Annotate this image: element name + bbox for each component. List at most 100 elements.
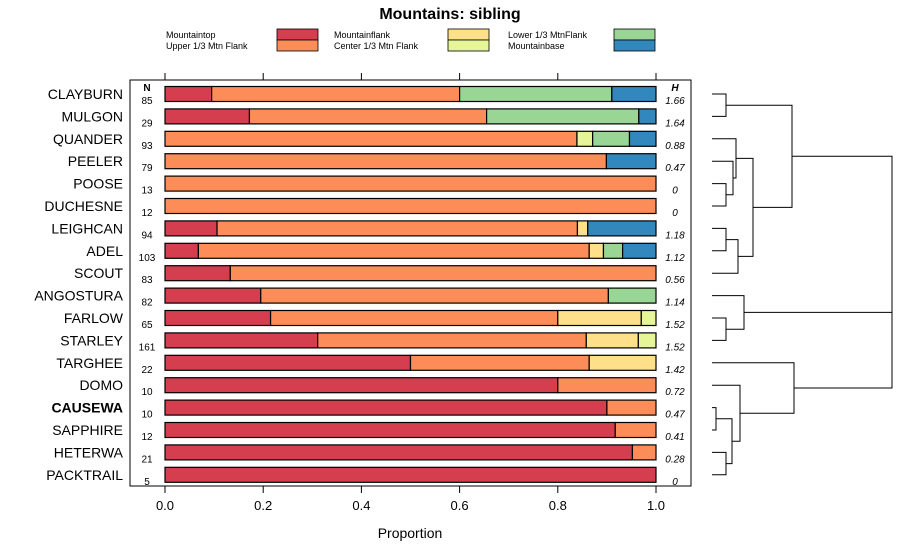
bar-segment [164,354,412,371]
bar-segment [216,220,579,237]
n-value: 82 [141,298,153,309]
bar-segment [557,309,642,327]
row-label: SCOUT [74,265,123,281]
row-label: DUCHESNE [44,198,123,214]
legend-swatch [276,28,319,41]
n-value: 12 [141,208,153,219]
h-column-header: H [671,83,679,94]
h-value: 0.56 [665,275,685,286]
n-value: 10 [141,387,153,398]
bar-segment [576,130,594,147]
row-label: PACKTRAIL [46,467,123,483]
bar-segment [557,377,657,394]
bar-segment [164,242,199,259]
bar-segment [164,287,262,304]
h-value: 1.66 [665,96,685,107]
x-tick-label: 1.0 [647,498,665,513]
n-value: 79 [141,163,153,174]
h-value: 0.47 [665,410,685,421]
n-value: 22 [141,365,153,376]
bar-segment [585,332,639,349]
bar-segment [211,85,461,103]
bar-segment [592,130,631,147]
x-tick-label: 0.4 [352,498,370,513]
row-labels: CLAYBURN 85 1.66 MULGON 29 1.64 QUANDER 93 0.88 P… [34,86,685,488]
bar-segment [605,153,657,170]
legend-label: Mountainbase [508,41,565,51]
bars [164,85,657,483]
bar-segment [164,108,251,125]
bar-segment [638,108,657,125]
bar-segment [164,130,578,147]
dendrogram-branch [712,407,717,431]
legend-swatch [447,28,490,41]
legend-label: Mountaintop [166,30,216,40]
n-value: 94 [141,230,153,241]
bar-segment [602,242,624,259]
bar-segment [164,377,559,394]
row-label: DOMO [79,377,123,393]
n-value: 83 [141,275,153,286]
dendrogram-branch [736,157,754,257]
legend-label: Lower 1/3 MtnFlank [508,30,588,40]
bar-segment [576,220,589,237]
row-label: POOSE [73,176,123,192]
dendrogram-branch [712,227,727,252]
h-value: 0 [672,208,678,219]
row-label: STARLEY [60,332,123,348]
row-label: ANGOSTURA [34,288,123,304]
dendrogram-branch [712,160,734,196]
h-value: 1.42 [665,365,685,376]
n-value: 103 [139,253,156,264]
row-label: CLAYBURN [48,86,123,102]
dendrogram-branch [712,239,739,274]
h-value: 0.28 [665,454,685,465]
n-value: 10 [141,410,153,421]
bar-segment [640,309,657,327]
bar-segment [164,444,634,461]
row-label: QUANDER [53,131,123,147]
bar-segment [622,242,657,259]
bar-segment [614,421,657,439]
bar-segment [164,421,616,439]
h-value: 1.64 [665,118,685,129]
bar-segment [607,287,657,304]
x-axis: 0.0 0.2 0.4 0.6 0.8 1.0 [156,73,665,513]
bar-segment [631,444,657,461]
n-value: 65 [141,320,153,331]
bar-segment [164,466,657,483]
h-value: 0.72 [665,387,685,398]
n-value: 21 [141,454,153,465]
bar-segment [164,332,319,349]
row-label: TARGHEE [56,355,123,371]
x-tick-label: 0.8 [549,498,567,513]
h-value: 0 [672,477,678,488]
row-label: SAPPHIRE [52,422,123,438]
legend-swatch [276,39,319,52]
h-value: 1.18 [665,230,685,241]
n-value: 13 [141,186,153,197]
bar-segment [611,85,657,103]
dendrogram-branch [712,295,745,330]
bar-segment [588,242,605,259]
bar-segment [164,85,213,103]
bar-segment [587,220,657,237]
bar-segment [164,153,608,170]
bar-segment [197,242,590,259]
bar-segment [164,309,272,327]
legend-label: Mountainflank [334,30,391,40]
row-label: FARLOW [64,310,124,326]
bar-segment [628,130,657,147]
row-label: MULGON [62,108,123,124]
n-column-header: N [143,83,150,94]
h-value: 1.12 [665,253,685,264]
x-tick-label: 0.0 [156,498,174,513]
dendrogram-root [794,234,893,389]
bar-segment [637,332,657,349]
dendrogram-branch [712,451,727,476]
x-tick-label: 0.2 [254,498,272,513]
dendrogram-branch [716,418,733,465]
h-value: 0.41 [665,432,684,443]
bar-segment [248,108,488,125]
